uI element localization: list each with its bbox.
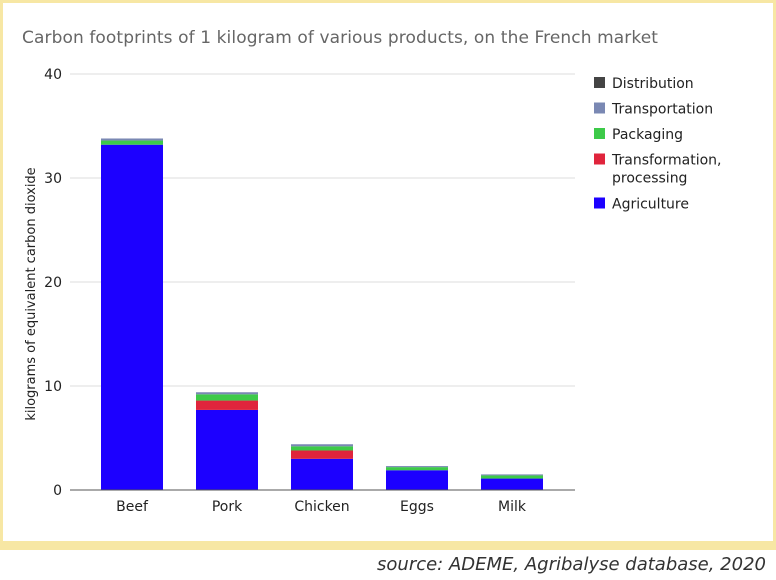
bar-segment [291, 450, 353, 459]
legend-swatch [594, 102, 605, 114]
legend-label: Transportation [611, 102, 713, 118]
y-axis-label: kilograms of equivalent carbon dioxide [24, 167, 39, 420]
bar-segment [196, 394, 258, 401]
source-caption: source: ADEME, Agribalyse database, 2020 [377, 554, 766, 575]
bar-segment [101, 140, 163, 145]
stacked-bar-chart: 0 10 20 30 40 kilograms of equivalent carbon … [24, 67, 721, 515]
chart-title: Carbon footprints of 1 kilogram of vario… [22, 28, 659, 48]
bar-segment [196, 400, 258, 410]
y-tick-label: 0 [53, 483, 62, 499]
bar-segment [101, 144, 163, 490]
y-tick-label: 40 [44, 67, 62, 83]
legend-label: Transformation, processing [611, 153, 721, 187]
legend-label: Agriculture [612, 197, 689, 213]
bar-segment [481, 475, 543, 479]
y-tick-label: 30 [44, 171, 62, 187]
legend-swatch [594, 128, 605, 139]
x-tick-label: Eggs [400, 499, 434, 515]
chart-frame: Carbon footprints of 1 kilogram of vario… [0, 0, 776, 550]
bar-segment [386, 470, 448, 490]
x-tick-label: Pork [212, 499, 243, 515]
bar-segment [386, 466, 448, 468]
bar-segment [291, 446, 353, 451]
bar-segment [196, 409, 258, 490]
legend-label: Packaging [612, 127, 683, 143]
bar-segment [481, 474, 543, 476]
x-tick-label: Chicken [294, 499, 349, 515]
legend-swatch [594, 197, 605, 209]
bar-segment [291, 458, 353, 490]
y-tick-label: 20 [44, 275, 62, 291]
bar-segment [101, 138, 163, 141]
y-tick-label: 10 [44, 379, 62, 395]
bar-segment [291, 444, 353, 447]
bar-segment [196, 392, 258, 395]
bar-segment [481, 478, 543, 490]
legend-swatch [594, 153, 605, 165]
x-tick-label: Milk [498, 499, 527, 515]
x-tick-label: Beef [116, 499, 149, 515]
legend-label: Distribution [612, 76, 694, 92]
bar-segment [386, 467, 448, 471]
legend-swatch [594, 77, 605, 88]
